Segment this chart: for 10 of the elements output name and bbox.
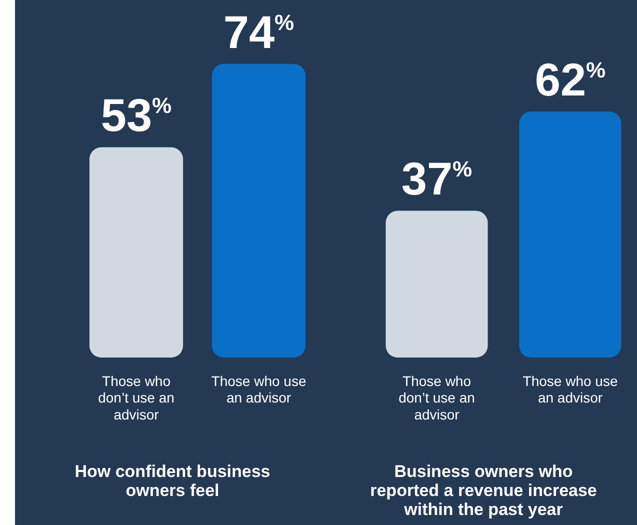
data-label: 53% [100, 89, 172, 142]
x-tick-label: Those who use an advisor [211, 372, 306, 406]
data-label: 74% [223, 6, 294, 58]
x-tick-label: Those who don’t use an advisor [98, 372, 174, 422]
data-label: 37% [401, 152, 472, 205]
text: Business owners who reported a revenue increase within the past year [369, 462, 598, 519]
x-tick-label: Those who don’t use an advisor [398, 372, 475, 422]
data-label: 62% [534, 53, 606, 106]
x-tick-label: Those who use an advisor [522, 372, 618, 406]
text: How confident business owners feel [74, 462, 272, 500]
